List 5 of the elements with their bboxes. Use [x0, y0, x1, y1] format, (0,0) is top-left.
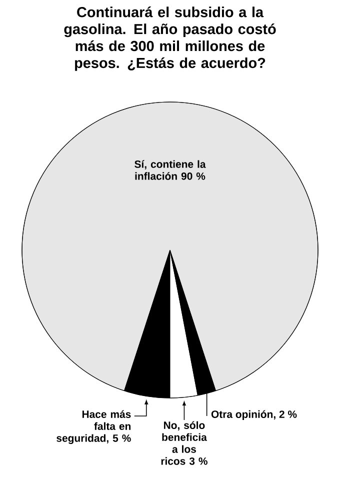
chart-title: Continuará el subsidio a la gasolina. El año pasado costó más de 300 mil millones de pesos. ¿Estás de acuerdo? [64, 6, 276, 71]
slice-label: Otra opinión, 2 % [211, 410, 297, 420]
slice-label: Hace más falta en seguridad, 5 % [56, 410, 131, 444]
slice-label: Sí, contiene la inflación 90 % [134, 160, 206, 180]
slice-label: No, sólo beneficia a los ricos 3 % [161, 421, 208, 465]
